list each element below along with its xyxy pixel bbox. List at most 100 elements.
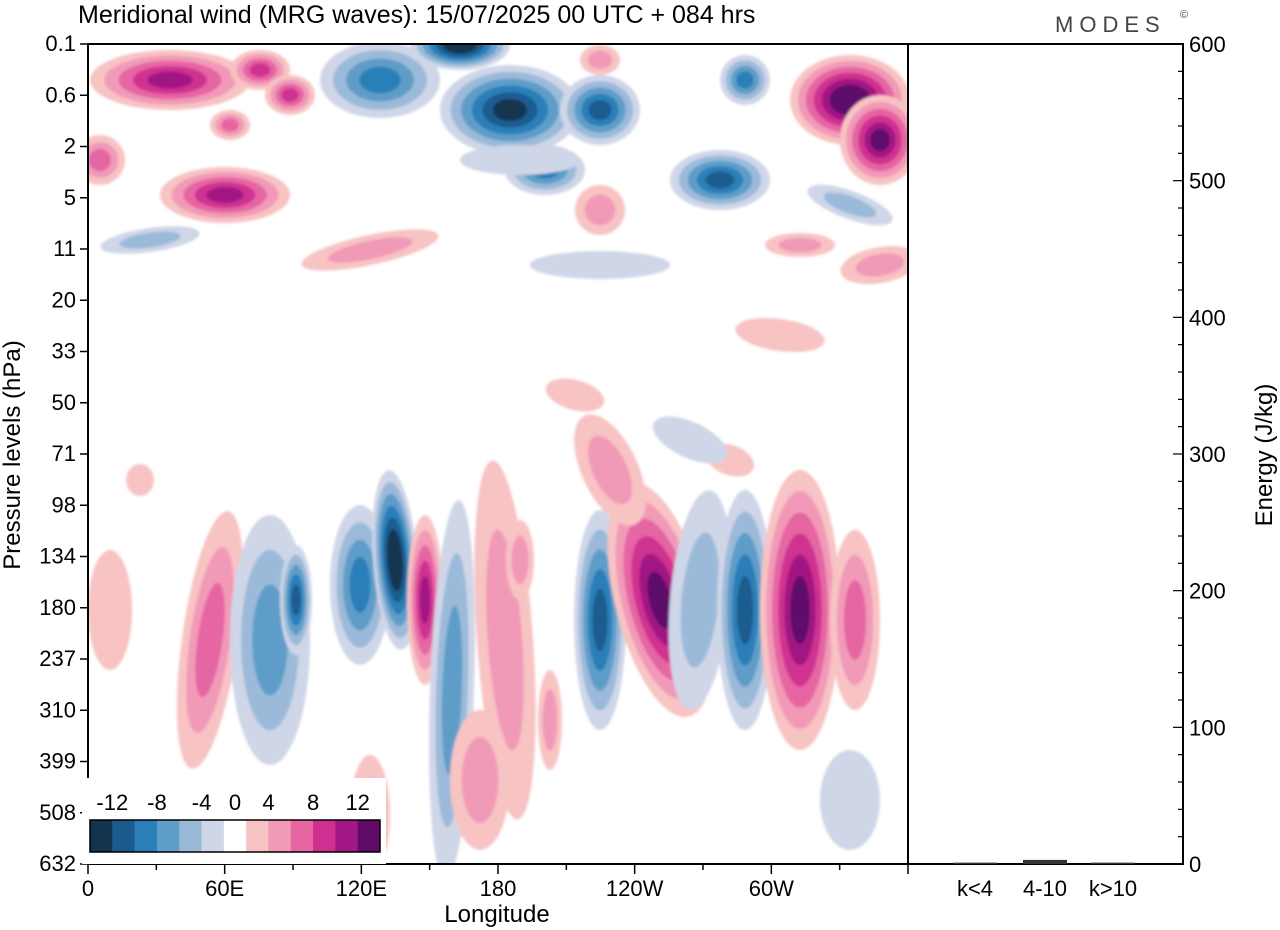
negative-wind-contour [449,44,471,51]
negative-wind-contour [349,557,371,613]
longitude-axis: 0 60E 120E 180 120W 60W [82,864,909,901]
energy-tick-label: 600 [1189,32,1226,57]
chart-title: Meridional wind (MRG waves): 15/07/2025 … [78,1,755,29]
positive-wind-contour [855,253,905,277]
negative-wind-contour [441,605,463,775]
positive-wind-contour [461,736,499,824]
energy-tick-label: 300 [1189,442,1226,467]
positive-wind-contour [511,535,529,585]
energy-tick-label: 500 [1189,169,1226,194]
pressure-tick-label: 180 [39,595,76,620]
negative-wind-contour [252,584,288,696]
energy-bar [953,862,997,864]
energy-tick-label: 100 [1189,715,1226,740]
colorbar-label: -4 [192,790,212,815]
positive-wind-contour [221,118,239,132]
colorbar-swatch [156,820,180,852]
energy-bar [1023,859,1067,864]
colorbar-label: 12 [345,790,369,815]
negative-wind-contour [705,171,735,189]
colorbar-swatch [90,820,113,852]
pressure-tick-label: 33 [52,339,76,364]
negative-wind-contour [390,541,400,579]
negative-wind-contour [119,231,181,249]
positive-wind-contour [790,576,810,644]
positive-wind-contour [647,571,673,629]
pressure-tick-label: 98 [52,492,76,517]
positive-wind-contour [249,63,271,77]
wavenumber-label: k>10 [1089,876,1137,901]
colorbar-legend: -12 -8 -4 0 4 8 12 [82,778,386,864]
colorbar-swatch [223,820,247,852]
positive-wind-contour [147,71,193,89]
positive-wind-contour [206,187,244,203]
negative-wind-contour [823,192,877,218]
pressure-tick-label: 0.1 [45,31,76,56]
energy-tick-label: 0 [1189,852,1201,877]
pressure-tick-label: 632 [39,851,76,876]
pressure-axis-label: Pressure levels (hPa) [0,340,26,569]
pressure-tick-label: 310 [39,697,76,722]
negative-wind-contour [820,750,880,850]
colorbar-swatch [268,820,292,852]
negative-wind-contour [592,588,608,652]
colorbar-label: 8 [307,790,319,815]
energy-bar [1091,862,1135,864]
negative-wind-contour [737,575,753,645]
colorbar-label: -8 [147,790,167,815]
negative-wind-contour [359,66,401,94]
colorbar-swatch [112,820,135,852]
positive-wind-contour [195,582,225,698]
pressure-tick-label: 20 [52,287,76,312]
colorbar-swatch [134,820,158,852]
pressure-axis: 0.1 0.6 2 5 11 20 33 50 71 98 134 180 237 310 399 508 63… [39,31,88,876]
pressure-tick-label: 508 [39,800,76,825]
positive-wind-contour [419,575,431,625]
negative-wind-contour [493,99,527,121]
pressure-tick-label: 5 [64,185,76,210]
energy-tick-label: 400 [1189,305,1226,330]
pressure-tick-label: 399 [39,749,76,774]
brand-copyright-mark: © [1180,9,1188,21]
pressure-tick-label: 50 [52,390,76,415]
positive-wind-contour [281,88,299,102]
pressure-tick-label: 2 [64,134,76,159]
positive-wind-contour [843,580,867,660]
wavenumber-label: 4-10 [1023,876,1067,901]
positive-wind-contour [587,435,633,505]
wind-heatmap [88,44,908,864]
positive-wind-contour [587,50,613,70]
colorbar-label: -12 [96,790,128,815]
pressure-tick-label: 0.6 [45,82,76,107]
pressure-tick-label: 11 [53,236,76,261]
colorbar-swatch [313,820,336,852]
longitude-tick-label: 0 [82,876,94,901]
positive-wind-contour [584,194,616,226]
positive-wind-contour [542,689,558,751]
negative-wind-contour [680,532,720,668]
positive-wind-contour [88,550,132,670]
colorbar-swatch [179,820,202,852]
colorbar-label: 4 [262,790,274,815]
longitude-tick-label: 180 [480,876,517,901]
energy-axis-label: Energy (J/kg) [1251,384,1278,527]
colorbar-frame [89,819,381,853]
longitude-tick-label: 60E [205,876,244,901]
positive-wind-contour [88,148,112,172]
longitude-tick-label: 120W [606,876,664,901]
wavenumber-label: k<4 [957,876,993,901]
positive-wind-contour [327,237,413,263]
energy-bars [953,859,1135,864]
longitude-tick-label: 60W [749,876,794,901]
positive-wind-contour [545,378,605,412]
energy-tick-label: 200 [1189,579,1226,604]
positive-wind-contour [778,237,822,253]
brand-logo: MODES [1055,12,1166,37]
colorbar-swatch [335,820,358,852]
negative-wind-contour [291,584,301,616]
negative-wind-contour [652,416,728,464]
pressure-tick-label: 237 [39,646,76,671]
colorbar-swatch [357,820,381,852]
positive-wind-contour [126,464,154,496]
